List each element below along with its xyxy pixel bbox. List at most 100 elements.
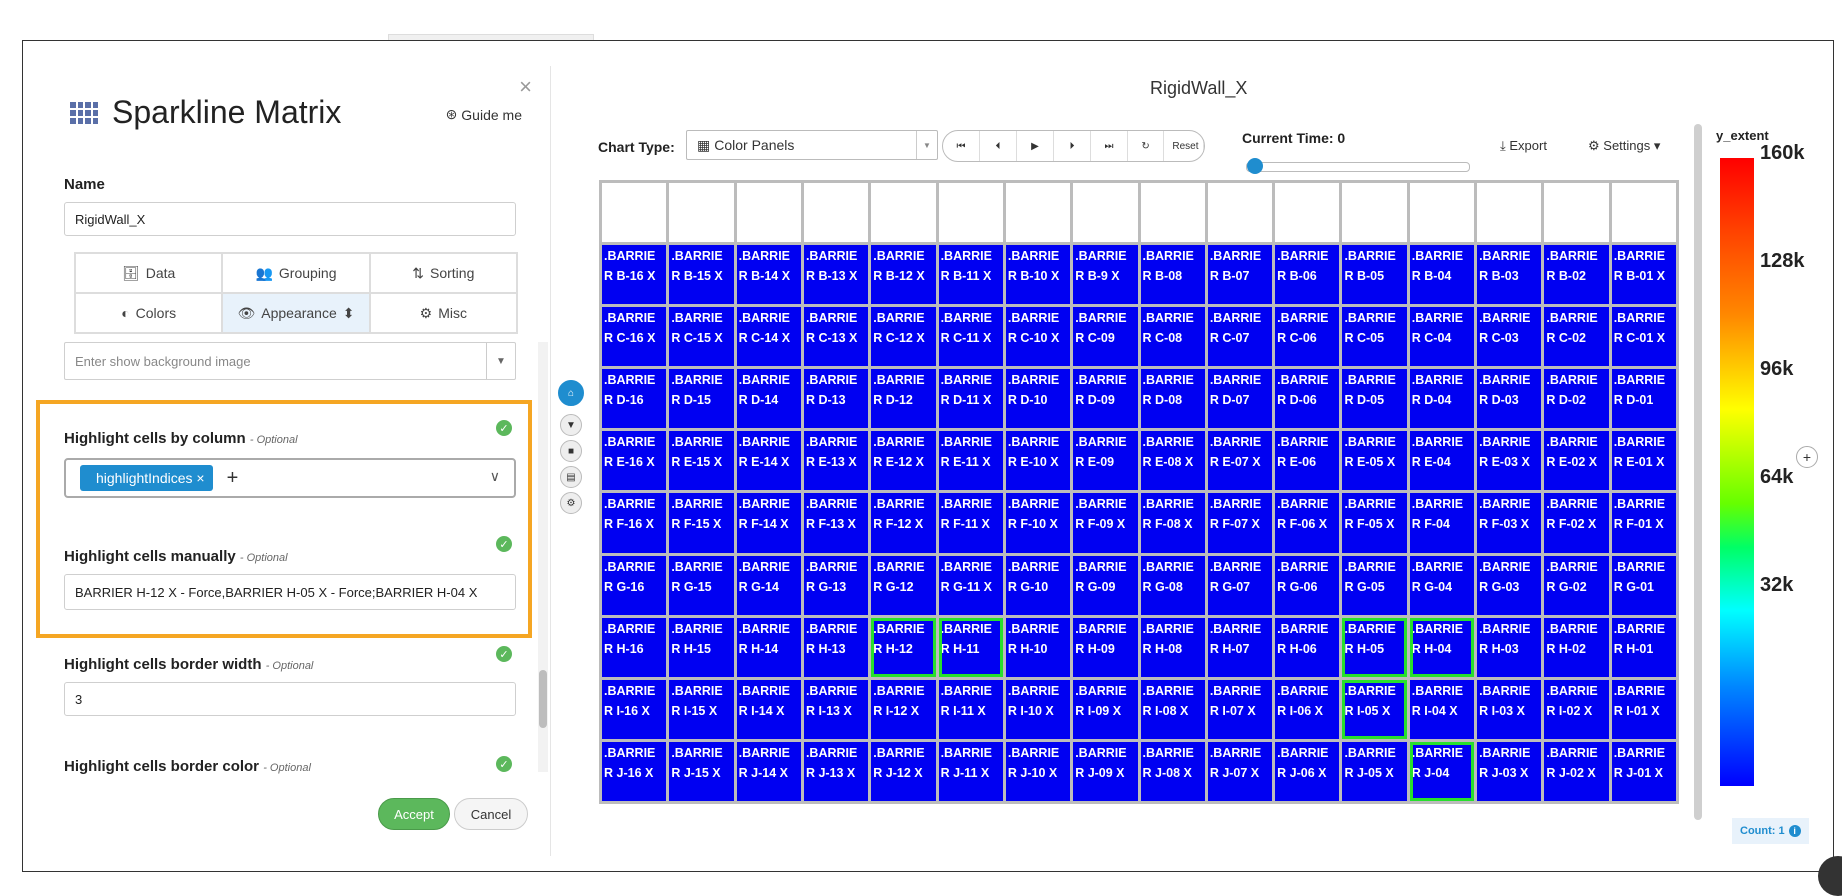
empty-cell[interactable] — [669, 183, 734, 243]
matrix-cell[interactable]: .BARRIE R D-09 — [1073, 369, 1138, 429]
matrix-cell[interactable]: .BARRIE R G-01 — [1611, 555, 1676, 615]
matrix-cell[interactable]: .BARRIE R B-06 — [1275, 245, 1340, 305]
next-frame-icon[interactable]: ⏵ — [1054, 131, 1091, 161]
matrix-cell[interactable]: .BARRIE R G-13 — [803, 555, 869, 615]
matrix-cell[interactable]: .BARRIE R G-15 — [669, 555, 734, 615]
matrix-cell[interactable]: .BARRIE R J-01 X — [1611, 741, 1676, 801]
close-icon[interactable]: × — [519, 74, 532, 99]
matrix-cell[interactable]: .BARRIE R E-13 X — [803, 431, 869, 491]
matrix-cell[interactable]: .BARRIE R H-05 — [1342, 617, 1407, 677]
matrix-cell[interactable]: .BARRIE R E-15 X — [669, 431, 734, 491]
document-icon[interactable]: ▤ — [560, 466, 582, 488]
highlight-column-select[interactable]: highlightIndices × + ∨ — [64, 458, 516, 498]
matrix-cell[interactable]: .BARRIE R D-14 — [736, 369, 801, 429]
matrix-cell[interactable]: .BARRIE R G-09 — [1073, 555, 1138, 615]
matrix-cell[interactable]: .BARRIE R I-09 X — [1073, 679, 1138, 739]
empty-cell[interactable] — [1477, 183, 1542, 243]
matrix-cell[interactable]: .BARRIE R F-15 X — [669, 493, 734, 553]
matrix-cell[interactable]: .BARRIE R F-13 X — [803, 493, 869, 553]
matrix-cell[interactable]: .BARRIE R C-14 X — [736, 307, 801, 367]
matrix-cell[interactable]: .BARRIE R B-12 X — [871, 245, 936, 305]
matrix-cell[interactable]: .BARRIE R D-12 — [871, 369, 936, 429]
matrix-cell[interactable]: .BARRIE R B-14 X — [736, 245, 801, 305]
matrix-cell[interactable]: .BARRIE R H-15 — [669, 617, 734, 677]
matrix-cell[interactable]: .BARRIE R C-02 — [1544, 307, 1609, 367]
matrix-cell[interactable]: .BARRIE R F-02 X — [1544, 493, 1609, 553]
matrix-cell[interactable]: .BARRIE R D-03 — [1477, 369, 1542, 429]
chevron-down-icon[interactable]: ∨ — [489, 468, 500, 484]
square-icon[interactable]: ■ — [560, 440, 582, 462]
empty-cell[interactable] — [1275, 183, 1340, 243]
matrix-cell[interactable]: .BARRIE R C-07 — [1207, 307, 1273, 367]
matrix-cell[interactable]: .BARRIE R B-04 — [1409, 245, 1475, 305]
matrix-cell[interactable]: .BARRIE R B-02 — [1544, 245, 1609, 305]
matrix-cell[interactable]: .BARRIE R E-12 X — [871, 431, 936, 491]
matrix-cell[interactable]: .BARRIE R J-04 — [1409, 741, 1475, 801]
matrix-cell[interactable]: .BARRIE R G-03 — [1477, 555, 1542, 615]
empty-cell[interactable] — [1207, 183, 1273, 243]
panel-scrollbar[interactable] — [538, 342, 548, 772]
matrix-cell[interactable]: .BARRIE R E-16 X — [602, 431, 667, 491]
matrix-cell[interactable]: .BARRIE R F-05 X — [1342, 493, 1407, 553]
empty-cell[interactable] — [871, 183, 936, 243]
accept-button[interactable]: Accept — [378, 798, 450, 830]
highlight-indices-tag[interactable]: highlightIndices × — [80, 465, 213, 491]
filter-icon[interactable]: ▼ — [560, 414, 582, 436]
add-icon[interactable]: + — [1796, 446, 1818, 468]
matrix-cell[interactable]: .BARRIE R J-13 X — [803, 741, 869, 801]
matrix-cell[interactable]: .BARRIE R E-04 — [1409, 431, 1475, 491]
tab-grouping[interactable]: 👥 Grouping — [222, 253, 370, 293]
matrix-cell[interactable]: .BARRIE R C-01 X — [1611, 307, 1676, 367]
matrix-cell[interactable]: .BARRIE R F-16 X — [602, 493, 667, 553]
tab-appearance[interactable]: 👁 Appearance ⬍ — [222, 293, 370, 333]
matrix-cell[interactable]: .BARRIE R G-10 — [1005, 555, 1071, 615]
matrix-cell[interactable]: .BARRIE R I-06 X — [1275, 679, 1340, 739]
matrix-cell[interactable]: .BARRIE R J-16 X — [602, 741, 667, 801]
matrix-cell[interactable]: .BARRIE R F-08 X — [1140, 493, 1205, 553]
matrix-cell[interactable]: .BARRIE R D-05 — [1342, 369, 1407, 429]
matrix-cell[interactable]: .BARRIE R J-02 X — [1544, 741, 1609, 801]
matrix-cell[interactable]: .BARRIE R B-05 — [1342, 245, 1407, 305]
matrix-cell[interactable]: .BARRIE R I-03 X — [1477, 679, 1542, 739]
matrix-cell[interactable]: .BARRIE R E-14 X — [736, 431, 801, 491]
matrix-cell[interactable]: .BARRIE R G-07 — [1207, 555, 1273, 615]
matrix-cell[interactable]: .BARRIE R H-12 — [871, 617, 936, 677]
matrix-cell[interactable]: .BARRIE R J-05 X — [1342, 741, 1407, 801]
matrix-cell[interactable]: .BARRIE R H-13 — [803, 617, 869, 677]
tab-misc[interactable]: ⚙ Misc — [369, 293, 517, 333]
matrix-cell[interactable]: .BARRIE R C-15 X — [669, 307, 734, 367]
matrix-cell[interactable]: .BARRIE R I-07 X — [1207, 679, 1273, 739]
matrix-cell[interactable]: .BARRIE R C-04 — [1409, 307, 1475, 367]
time-slider-knob[interactable] — [1247, 158, 1263, 174]
matrix-cell[interactable]: .BARRIE R E-11 X — [938, 431, 1003, 491]
matrix-cell[interactable]: .BARRIE R D-11 X — [938, 369, 1003, 429]
matrix-cell[interactable]: .BARRIE R D-04 — [1409, 369, 1475, 429]
first-frame-icon[interactable]: ⏮ — [943, 131, 980, 161]
name-input[interactable]: RigidWall_X — [64, 202, 516, 236]
border-width-input[interactable]: 3 — [64, 682, 516, 716]
matrix-cell[interactable]: .BARRIE R H-02 — [1544, 617, 1609, 677]
matrix-cell[interactable]: .BARRIE R H-07 — [1207, 617, 1273, 677]
matrix-cell[interactable]: .BARRIE R G-16 — [602, 555, 667, 615]
matrix-cell[interactable]: .BARRIE R F-03 X — [1477, 493, 1542, 553]
empty-cell[interactable] — [1544, 183, 1609, 243]
matrix-cell[interactable]: .BARRIE R C-11 X — [938, 307, 1003, 367]
add-icon[interactable]: + — [226, 466, 239, 489]
matrix-cell[interactable]: .BARRIE R G-11 X — [938, 555, 1003, 615]
matrix-cell[interactable]: .BARRIE R E-07 X — [1207, 431, 1273, 491]
matrix-cell[interactable]: .BARRIE R D-07 — [1207, 369, 1273, 429]
matrix-cell[interactable]: .BARRIE R B-16 X — [602, 245, 667, 305]
matrix-cell[interactable]: .BARRIE R E-02 X — [1544, 431, 1609, 491]
matrix-cell[interactable]: .BARRIE R G-02 — [1544, 555, 1609, 615]
matrix-cell[interactable]: .BARRIE R H-03 — [1477, 617, 1542, 677]
matrix-cell[interactable]: .BARRIE R C-16 X — [602, 307, 667, 367]
matrix-cell[interactable]: .BARRIE R F-04 — [1409, 493, 1475, 553]
matrix-cell[interactable]: .BARRIE R H-11 — [938, 617, 1003, 677]
highlight-manual-input[interactable]: BARRIER H-12 X - Force,BARRIER H-05 X - … — [64, 574, 516, 610]
tab-sorting[interactable]: ⇅ Sorting — [369, 253, 517, 293]
matrix-cell[interactable]: .BARRIE R G-04 — [1409, 555, 1475, 615]
matrix-cell[interactable]: .BARRIE R H-10 — [1005, 617, 1071, 677]
chart-scrollbar[interactable] — [1694, 124, 1702, 820]
matrix-cell[interactable]: .BARRIE R I-13 X — [803, 679, 869, 739]
matrix-cell[interactable]: .BARRIE R E-06 — [1275, 431, 1340, 491]
